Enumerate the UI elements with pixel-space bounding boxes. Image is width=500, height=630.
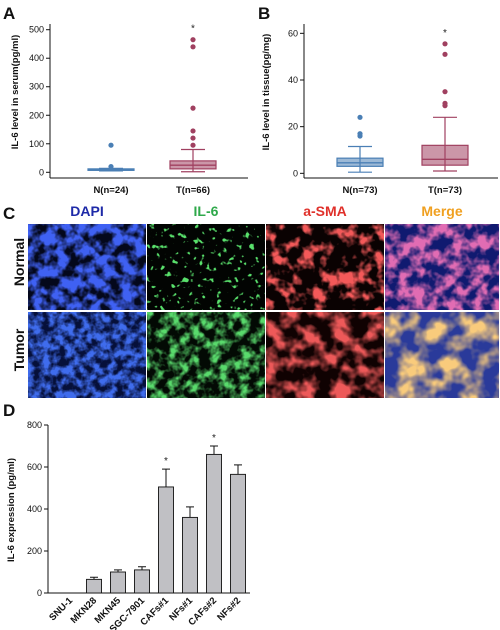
micrograph-tumor-asma <box>266 312 384 398</box>
chart-b-outlier-point <box>357 114 363 120</box>
chart-a-outlier-point <box>190 135 196 141</box>
chart-a-outlier-point <box>108 142 114 148</box>
chart-b-outlier-point <box>442 51 448 57</box>
row-label-normal: Normal <box>11 238 27 286</box>
immunofluorescence-grid: DAPI IL-6 a-SMA Merge Normal Tumor <box>11 203 499 398</box>
chart-a-outlier-point <box>108 163 114 170</box>
panel-label-d: D <box>3 401 15 420</box>
chart-a-serum-boxplot: IL-6 level in serum(pg/ml) 0 100 200 300 400… <box>10 24 248 196</box>
channel-label-il6: IL-6 <box>194 203 219 219</box>
chart-d-y-tick-label: 0 <box>37 588 42 598</box>
chart-a-outlier-point <box>190 128 196 134</box>
chart-d-bar <box>134 569 150 594</box>
chart-b-outlier-point <box>357 131 363 137</box>
chart-d-significance-star: * <box>164 456 168 467</box>
chart-d-y-tick-label: 800 <box>27 420 42 430</box>
chart-a-x-category-label: N(n=24) <box>93 185 128 196</box>
chart-d-y-axis-label: IL-6 expression (pg/ml) <box>6 458 17 562</box>
chart-a-outlier-point <box>190 105 196 111</box>
chart-b-y-tick-label: 0 <box>293 168 298 178</box>
channel-label-asma: a-SMA <box>303 203 347 219</box>
chart-d-bar <box>110 571 126 594</box>
chart-d-x-category-label: NFs#2 <box>215 595 243 623</box>
chart-a-y-tick-label: 400 <box>29 53 44 63</box>
chart-b-outlier-point <box>442 100 448 106</box>
row-label-tumor: Tumor <box>11 328 27 371</box>
chart-a-y-tick-label: 500 <box>29 25 44 35</box>
chart-b-y-axis-label: IL-6 level in tissue(pg/mg) <box>261 34 272 151</box>
panel-label-a: A <box>3 4 15 23</box>
chart-a-outlier-point <box>190 142 196 148</box>
chart-a-outlier-point <box>190 44 196 50</box>
channel-label-dapi: DAPI <box>70 203 103 219</box>
chart-d-bar <box>182 516 198 594</box>
chart-a-significance-star: * <box>191 24 195 35</box>
panel-label-b: B <box>258 4 270 23</box>
channel-label-merge: Merge <box>421 203 462 219</box>
chart-b-box <box>421 144 469 166</box>
chart-d-bar <box>158 486 174 594</box>
chart-d-y-tick-label: 200 <box>27 546 42 556</box>
chart-a-y-tick-label: 300 <box>29 82 44 92</box>
chart-b-y-tick-label: 20 <box>288 122 298 132</box>
chart-a-y-tick-label: 100 <box>29 139 44 149</box>
chart-a-y-axis-label: IL-6 level in serum(pg/ml) <box>10 35 21 150</box>
chart-b-tissue-boxplot: IL-6 level in tissue(pg/mg) 0 20 40 60 N(n=7… <box>261 24 498 196</box>
chart-b-x-category-label: N(n=73) <box>342 185 377 196</box>
micrograph-normal-dapi <box>28 224 146 310</box>
chart-a-y-tick-label: 200 <box>29 110 44 120</box>
chart-b-x-category-label: T(n=73) <box>428 185 462 196</box>
micrograph-normal-asma <box>266 224 384 310</box>
chart-b-y-tick-label: 40 <box>288 75 298 85</box>
panel-label-c: C <box>3 204 15 223</box>
chart-d-bar <box>230 473 246 594</box>
chart-d-significance-star: * <box>212 433 216 444</box>
chart-b-y-tick-label: 60 <box>288 28 298 38</box>
micrograph-tumor-dapi <box>28 312 146 398</box>
chart-b-significance-star: * <box>443 28 447 39</box>
chart-d-bar <box>86 578 102 594</box>
chart-a-x-category-label: T(n=66) <box>176 185 210 196</box>
chart-a-outlier-point <box>190 37 196 43</box>
chart-d-y-tick-label: 400 <box>27 504 42 514</box>
chart-d-bar <box>206 453 222 594</box>
chart-d-bar-chart: IL-6 expression (pg/ml) 0200400600800SNU… <box>6 420 250 630</box>
chart-b-outlier-point <box>442 41 448 47</box>
chart-b-outlier-point <box>442 89 448 95</box>
chart-d-y-tick-label: 600 <box>27 462 42 472</box>
micrograph-normal-il6 <box>147 224 265 310</box>
micrograph-tumor-il6 <box>147 312 265 398</box>
micrograph-tumor-merge <box>385 312 499 398</box>
chart-a-y-tick-label: 0 <box>39 167 44 177</box>
micrograph-normal-merge <box>385 224 499 310</box>
